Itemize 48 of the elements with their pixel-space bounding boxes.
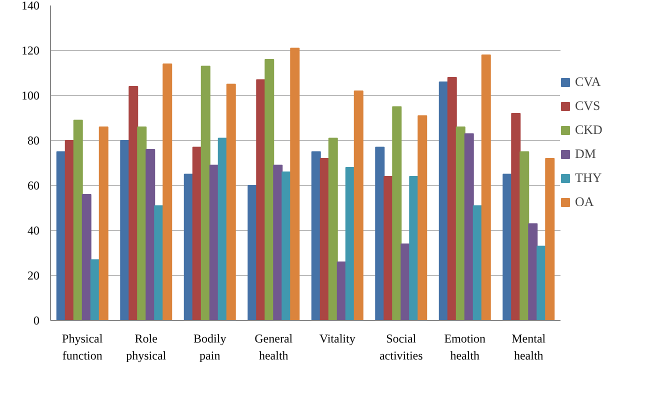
x-tick-label: General health xyxy=(254,332,294,362)
x-tick-label: Role physical xyxy=(126,332,167,362)
bar xyxy=(200,66,210,320)
y-tick-label: 120 xyxy=(22,44,40,58)
y-tick-label: 60 xyxy=(28,178,40,192)
bar xyxy=(447,77,457,320)
y-tick-label: 20 xyxy=(28,268,40,282)
bar xyxy=(146,149,156,320)
bar xyxy=(520,151,530,320)
bar xyxy=(311,151,321,320)
y-tick-label: 40 xyxy=(28,224,40,238)
bar xyxy=(528,223,538,320)
bar xyxy=(128,86,138,320)
y-tick-label: 140 xyxy=(22,0,40,12)
bar xyxy=(481,54,491,320)
bar xyxy=(290,48,300,320)
legend-label: OA xyxy=(575,194,595,210)
x-tick-label: Physical function xyxy=(62,332,104,362)
bar xyxy=(464,133,474,320)
legend-label: CVA xyxy=(575,74,601,90)
bar xyxy=(273,164,283,320)
y-tick-label: 0 xyxy=(34,314,40,328)
bar xyxy=(375,146,385,320)
bar xyxy=(162,64,172,320)
bar xyxy=(545,158,555,320)
bar xyxy=(264,59,274,320)
x-tick-label: Vitality xyxy=(319,332,356,346)
bar xyxy=(328,138,338,320)
bar xyxy=(137,126,147,320)
x-tick-label: Emotion health xyxy=(444,332,486,362)
bar xyxy=(73,120,83,320)
bar xyxy=(98,126,108,320)
legend-label: DM xyxy=(575,146,596,162)
y-tick-label: 80 xyxy=(28,134,40,148)
bar xyxy=(82,194,92,320)
x-tick-label: Mental health xyxy=(512,332,546,362)
x-tick-label: Social activities xyxy=(379,332,424,362)
legend-label: THY xyxy=(575,170,602,186)
bar xyxy=(392,106,402,320)
legend-label: CVS xyxy=(575,98,600,114)
bar xyxy=(226,84,236,320)
bar xyxy=(511,113,521,320)
bar xyxy=(354,90,364,320)
bar xyxy=(456,126,466,320)
x-tick-label: Bodily pain xyxy=(194,332,226,362)
legend-label: CKD xyxy=(575,122,602,138)
y-tick-label: 100 xyxy=(22,88,40,102)
bar xyxy=(418,115,428,320)
